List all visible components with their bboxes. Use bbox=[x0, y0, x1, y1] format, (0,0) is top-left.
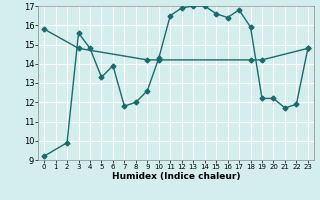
X-axis label: Humidex (Indice chaleur): Humidex (Indice chaleur) bbox=[112, 172, 240, 181]
